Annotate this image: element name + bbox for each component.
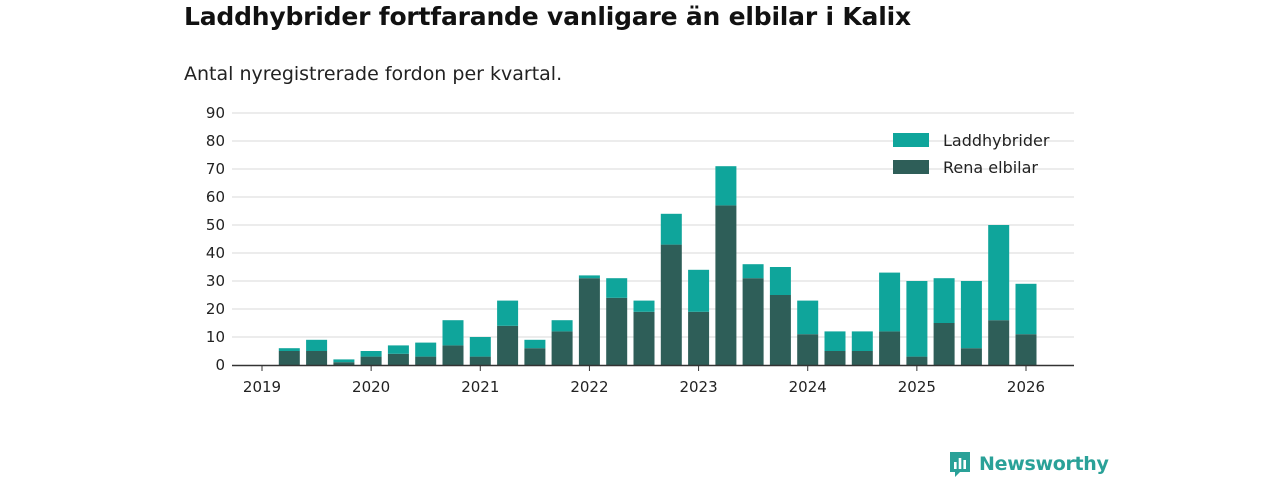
y-tick-label-10: 10	[206, 328, 225, 346]
y-tick-label-0: 0	[215, 356, 225, 374]
bar-elbilar-2023-Q4	[769, 295, 791, 365]
bar-elbilar-2022-Q1	[578, 278, 600, 365]
legend-label-1: Rena elbilar	[943, 158, 1038, 177]
bar-elbilar-2021-Q1	[469, 356, 491, 365]
legend-swatch-0	[893, 133, 929, 147]
y-tick-label-50: 50	[206, 216, 225, 234]
bar-laddhybrider-2021-Q4	[551, 320, 573, 332]
x-tick-label-2025: 2025	[898, 378, 936, 396]
y-tick-label-90: 90	[206, 104, 225, 122]
bar-laddhybrider-2019-Q2	[278, 348, 300, 351]
bar-laddhybrider-2020-Q3	[415, 342, 437, 357]
bar-laddhybrider-2023-Q3	[742, 264, 764, 279]
bar-laddhybrider-2024-Q3	[851, 331, 873, 351]
bar-elbilar-2019-Q4	[333, 362, 355, 365]
bar-elbilar-2021-Q3	[524, 348, 546, 365]
bar-elbilar-2019-Q2	[278, 351, 300, 365]
newsworthy-logo-text: Newsworthy	[979, 453, 1109, 475]
bar-elbilar-2024-Q1	[797, 334, 819, 365]
bar-elbilar-2021-Q2	[497, 325, 519, 365]
bar-elbilar-2020-Q3	[415, 356, 437, 365]
y-tick-label-20: 20	[206, 300, 225, 318]
bar-laddhybrider-2024-Q2	[824, 331, 846, 351]
bar-laddhybrider-2023-Q1	[688, 269, 710, 312]
bar-elbilar-2026-Q1	[1015, 334, 1037, 365]
bar-elbilar-2024-Q4	[879, 331, 901, 365]
x-tick-label-2022: 2022	[570, 378, 608, 396]
bar-laddhybrider-2022-Q4	[660, 213, 682, 245]
bar-elbilar-2020-Q4	[442, 345, 464, 365]
y-tick-label-40: 40	[206, 244, 225, 262]
bar-elbilar-2023-Q3	[742, 278, 764, 365]
bar-elbilar-2025-Q2	[933, 323, 955, 365]
axes: 0 10 20 30 40 50 60 70 80 90 2019 2020 2021 2022 2023 2…	[206, 104, 1074, 396]
bar-laddhybrider-2022-Q2	[606, 278, 628, 298]
y-tick-label-70: 70	[206, 160, 225, 178]
bar-laddhybrider-2025-Q3	[960, 281, 982, 349]
bar-laddhybrider-2019-Q4	[333, 359, 355, 363]
bar-elbilar-2023-Q1	[688, 311, 710, 365]
bar-laddhybrider-2024-Q4	[879, 272, 901, 332]
chart-title: Laddhybrider fortfarande vanligare än el…	[184, 2, 911, 31]
bar-elbilar-2019-Q3	[306, 351, 328, 365]
bar-laddhybrider-2024-Q1	[797, 300, 819, 335]
legend-swatch-1	[893, 160, 929, 174]
bar-elbilar-2025-Q3	[960, 348, 982, 365]
bar-elbilar-2020-Q2	[387, 353, 409, 365]
bar-elbilar-2024-Q3	[851, 351, 873, 365]
bar-elbilar-2022-Q4	[660, 244, 682, 365]
chart-subtitle: Antal nyregistrerade fordon per kvartal.	[184, 63, 563, 85]
bar-laddhybrider-2025-Q2	[933, 278, 955, 323]
y-tick-label-30: 30	[206, 272, 225, 290]
x-tick-label-2026: 2026	[1007, 378, 1045, 396]
y-tick-label-60: 60	[206, 188, 225, 206]
bar-laddhybrider-2022-Q3	[633, 300, 655, 312]
bar-laddhybrider-2023-Q4	[769, 267, 791, 295]
bar-elbilar-2025-Q4	[988, 320, 1010, 365]
x-tick-label-2023: 2023	[679, 378, 717, 396]
y-tick-label-80: 80	[206, 132, 225, 150]
bar-elbilar-2023-Q2	[715, 205, 737, 365]
legend: Laddhybrider Rena elbilar	[893, 131, 1050, 177]
newsworthy-logo: Newsworthy	[948, 450, 1109, 478]
bar-laddhybrider-2025-Q4	[988, 225, 1010, 321]
bar-laddhybrider-2020-Q1	[360, 351, 382, 357]
x-tick-label-2021: 2021	[461, 378, 499, 396]
x-tick-label-2019: 2019	[243, 378, 281, 396]
bar-elbilar-2022-Q3	[633, 311, 655, 365]
x-tick-label-2024: 2024	[789, 378, 827, 396]
bar-laddhybrider-2023-Q2	[715, 166, 737, 206]
bar-elbilar-2021-Q4	[551, 331, 573, 365]
newsworthy-logo-icon	[950, 452, 970, 477]
legend-label-0: Laddhybrider	[943, 131, 1050, 150]
bar-laddhybrider-2020-Q4	[442, 320, 464, 346]
bar-laddhybrider-2019-Q3	[306, 339, 328, 351]
bar-laddhybrider-2021-Q2	[497, 300, 519, 326]
bar-laddhybrider-2022-Q1	[578, 275, 600, 279]
bar-laddhybrider-2021-Q1	[469, 337, 491, 357]
bar-laddhybrider-2020-Q2	[387, 345, 409, 354]
bar-laddhybrider-2025-Q1	[906, 281, 928, 357]
bar-elbilar-2020-Q1	[360, 356, 382, 365]
bar-elbilar-2025-Q1	[906, 356, 928, 365]
bars	[278, 166, 1037, 365]
bar-elbilar-2022-Q2	[606, 297, 628, 365]
bar-laddhybrider-2026-Q1	[1015, 283, 1037, 335]
bar-laddhybrider-2021-Q3	[524, 339, 546, 349]
bar-elbilar-2024-Q2	[824, 351, 846, 365]
x-tick-label-2020: 2020	[352, 378, 390, 396]
